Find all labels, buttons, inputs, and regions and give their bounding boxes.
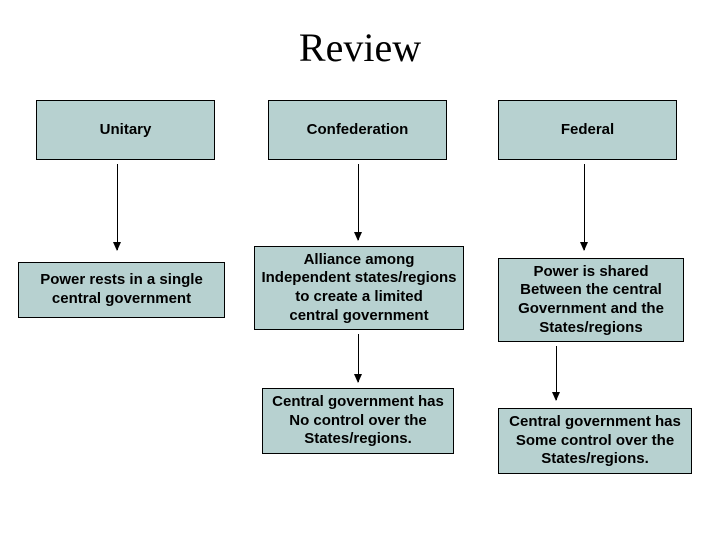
box-federal-extra: Central government hasSome control over … (498, 408, 692, 474)
arrow-0 (117, 164, 118, 250)
box-federal: Federal (498, 100, 677, 160)
arrow-1 (358, 164, 359, 240)
box-confed-desc: Alliance amongIndependent states/regions… (254, 246, 464, 330)
arrow-2 (584, 164, 585, 250)
arrow-3 (358, 334, 359, 382)
box-unitary: Unitary (36, 100, 215, 160)
box-unitary-desc: Power rests in a singlecentral governmen… (18, 262, 225, 318)
box-confed-extra: Central government hasNo control over th… (262, 388, 454, 454)
box-confederation: Confederation (268, 100, 447, 160)
box-federal-desc: Power is sharedBetween the centralGovern… (498, 258, 684, 342)
arrow-4 (556, 346, 557, 400)
page-title: Review (0, 24, 720, 71)
